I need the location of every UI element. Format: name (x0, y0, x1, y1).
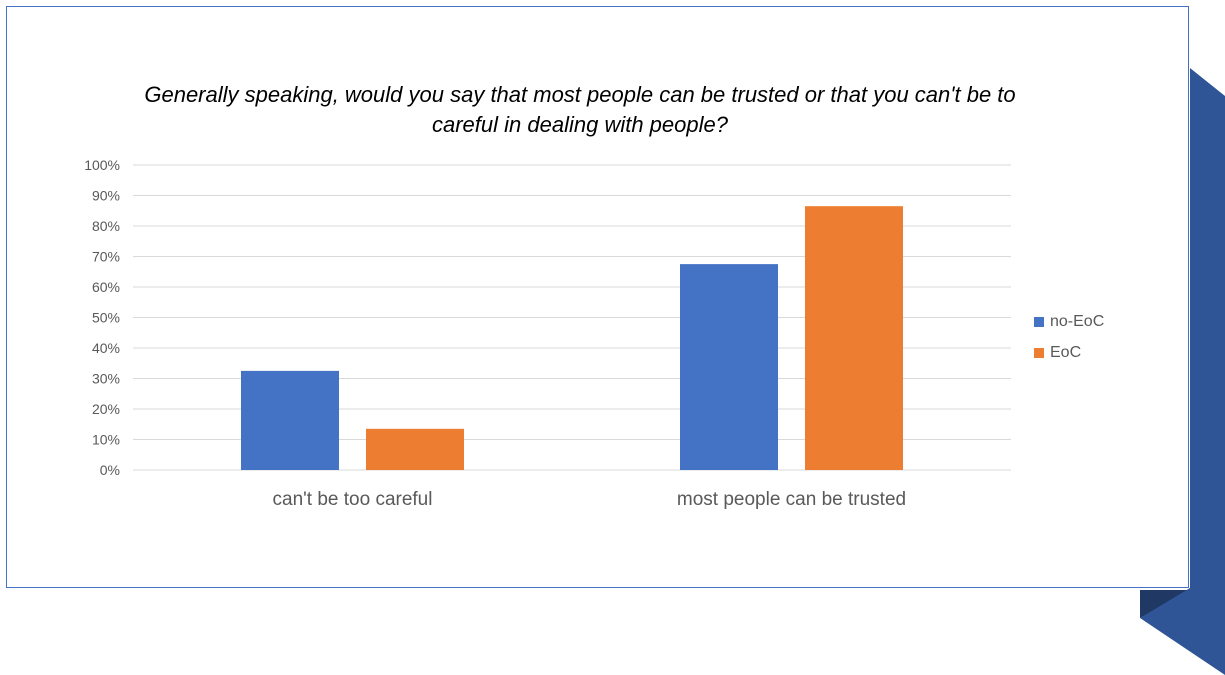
y-tick-label: 30% (92, 371, 120, 387)
chart-title: Generally speaking, would you say that m… (144, 82, 1016, 137)
y-tick-label: 10% (92, 432, 120, 448)
y-tick-label: 40% (92, 340, 120, 356)
y-tick-label: 100% (84, 157, 120, 173)
legend-label-no-eoc: no-EoC (1050, 312, 1105, 330)
y-tick-label: 60% (92, 279, 120, 295)
ribbon-band (1140, 68, 1225, 675)
legend: no-EoC EoC (1034, 306, 1104, 368)
legend-item-eoc: EoC (1034, 337, 1104, 368)
y-tick-label: 50% (92, 310, 120, 326)
chart-card (6, 6, 1189, 588)
bar-no-eoc-1 (680, 264, 778, 470)
bar-eoc-1 (805, 206, 903, 471)
legend-label-eoc: EoC (1050, 343, 1082, 361)
y-tick-label: 70% (92, 249, 120, 265)
y-tick-label: 80% (92, 218, 120, 234)
x-category-label: most people can be trusted (677, 489, 906, 510)
y-tick-label: 0% (100, 462, 120, 478)
bar-no-eoc-0 (241, 370, 339, 470)
legend-swatch-eoc (1034, 347, 1044, 358)
x-category-label: can't be too careful (273, 489, 433, 510)
legend-item-no-eoc: no-EoC (1034, 306, 1104, 337)
bar-eoc-0 (366, 428, 464, 470)
legend-swatch-no-eoc (1034, 316, 1044, 327)
y-tick-label: 20% (92, 401, 120, 417)
y-tick-label: 90% (92, 188, 120, 204)
